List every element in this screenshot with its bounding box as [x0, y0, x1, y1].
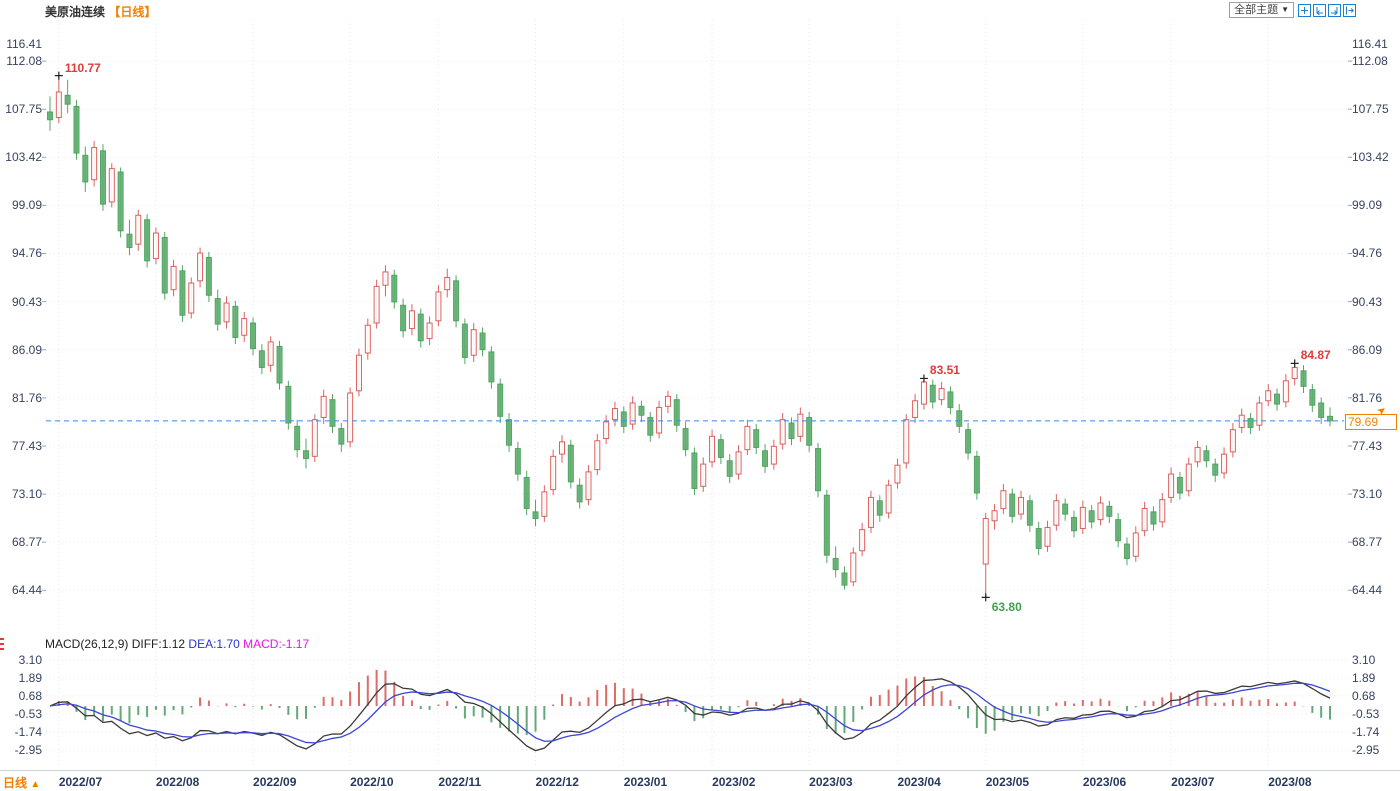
period-selector[interactable]: 日线 ▲ [3, 774, 40, 791]
price-axis-label: 107.75 [1352, 102, 1389, 117]
price-axis-label: 86.09 [11, 342, 42, 357]
date-label: 2023/05 [985, 775, 1030, 789]
date-label: 2022/07 [58, 775, 103, 789]
theme-dropdown-label: 全部主题 [1234, 4, 1279, 16]
price-axis-label: 81.76 [1352, 390, 1383, 405]
price-axis-label: 64.44 [11, 583, 42, 598]
annotation-110.77: 110.77 [64, 60, 101, 75]
panel-handle-icon[interactable] [0, 638, 4, 652]
price-axis-label: 73.10 [1352, 487, 1383, 502]
chart-title: 美原油连续 【日线】 [45, 3, 156, 20]
date-label: 2023/03 [809, 775, 853, 789]
price-axis-label: 94.76 [1352, 246, 1383, 261]
date-label: 2022/09 [253, 775, 297, 789]
macd-axis-label: 0.68 [18, 688, 42, 703]
price-axis-label: 90.43 [11, 294, 42, 309]
price-axis-label: 116.41 [6, 37, 42, 51]
last-price-badge: 79.69 [1345, 414, 1397, 430]
axis-right-icon[interactable] [1328, 3, 1341, 17]
price-axis-label: 86.09 [1352, 342, 1383, 357]
macd-axis-label: -0.53 [14, 706, 42, 721]
macd-axis-label: 0.68 [1352, 688, 1376, 703]
price-axis-label: 77.43 [11, 438, 42, 453]
price-axis-label: 77.43 [1352, 438, 1383, 453]
annotation-84.87: 84.87 [1300, 348, 1331, 363]
price-axis-label: 99.09 [11, 198, 42, 213]
macd-axis-label: 1.89 [18, 670, 42, 685]
date-label: 2023/01 [623, 775, 668, 789]
date-label: 2023/04 [897, 775, 941, 789]
axis-left-icon[interactable] [1313, 3, 1326, 17]
date-label: 2022/10 [350, 775, 394, 789]
macd-axis-label: -0.53 [1352, 706, 1380, 721]
annotation-83.51: 83.51 [929, 363, 960, 378]
macd-macd-value: MACD:-1.17 [243, 637, 310, 651]
price-axis-label: 64.44 [1352, 583, 1383, 598]
price-axis-label: 112.08 [6, 54, 42, 69]
instrument-name: 美原油连续 [45, 5, 106, 19]
macd-axis-label: -1.74 [14, 724, 42, 739]
shift-right-icon[interactable] [1343, 3, 1356, 17]
date-label: 2023/06 [1082, 775, 1127, 789]
macd-axis-label: -2.95 [14, 742, 42, 757]
date-label: 2023/07 [1171, 775, 1215, 789]
date-label: 2022/12 [535, 775, 579, 789]
price-axis-label: 81.76 [11, 390, 42, 405]
macd-axis-label: 1.89 [1352, 670, 1376, 685]
price-axis-label: 103.42 [5, 150, 42, 165]
annotation-63.80: 63.80 [991, 600, 1022, 615]
date-label: 2022/11 [438, 775, 482, 789]
price-axis-label: 73.10 [11, 487, 42, 502]
chart-toolbar: 全部主题 ▼ [1229, 2, 1356, 18]
theme-dropdown[interactable]: 全部主题 ▼ [1229, 2, 1294, 18]
macd-axis-label: 3.10 [18, 652, 42, 667]
macd-axis-label: 3.10 [1352, 652, 1376, 667]
macd-axis-label: -1.74 [1352, 724, 1380, 739]
time-axis-bar: 日线 ▲ 2022/07 2022/08 2022/09 2022/10 2022/11… [0, 770, 1400, 791]
price-axis-label: 103.42 [1352, 150, 1389, 165]
macd-header: MACD(26,12,9) DIFF:1.12 DEA:1.70 MACD:-1… [45, 637, 309, 651]
period-selector-label: 日线 [3, 776, 28, 790]
macd-params: MACD(26,12,9) [45, 637, 129, 651]
price-axis-label: 94.76 [11, 246, 42, 261]
triangle-up-icon: ▲ [30, 779, 41, 790]
date-label: 2022/08 [155, 775, 200, 789]
period-tag: 【日线】 [108, 5, 157, 19]
macd-diff-value: DIFF:1.12 [131, 637, 186, 651]
toolbar-icons [1298, 3, 1356, 17]
price-axis-label: 99.09 [1352, 198, 1383, 213]
price-axis-label: 112.08 [1352, 54, 1388, 69]
date-label: 2023/02 [712, 775, 756, 789]
price-axis-label: 116.41 [1352, 37, 1388, 51]
date-label: 2023/08 [1268, 775, 1312, 789]
macd-dea-value: DEA:1.70 [188, 637, 240, 651]
price-axis-label: 68.77 [1352, 535, 1383, 550]
price-axis-label: 107.75 [5, 102, 42, 117]
crosshair-icon[interactable] [1298, 3, 1311, 17]
macd-axis-label: -2.95 [1352, 742, 1380, 757]
caret-down-icon: ▼ [1281, 5, 1289, 14]
price-axis-label: 90.43 [1352, 294, 1383, 309]
price-axis-label: 68.77 [11, 535, 42, 550]
